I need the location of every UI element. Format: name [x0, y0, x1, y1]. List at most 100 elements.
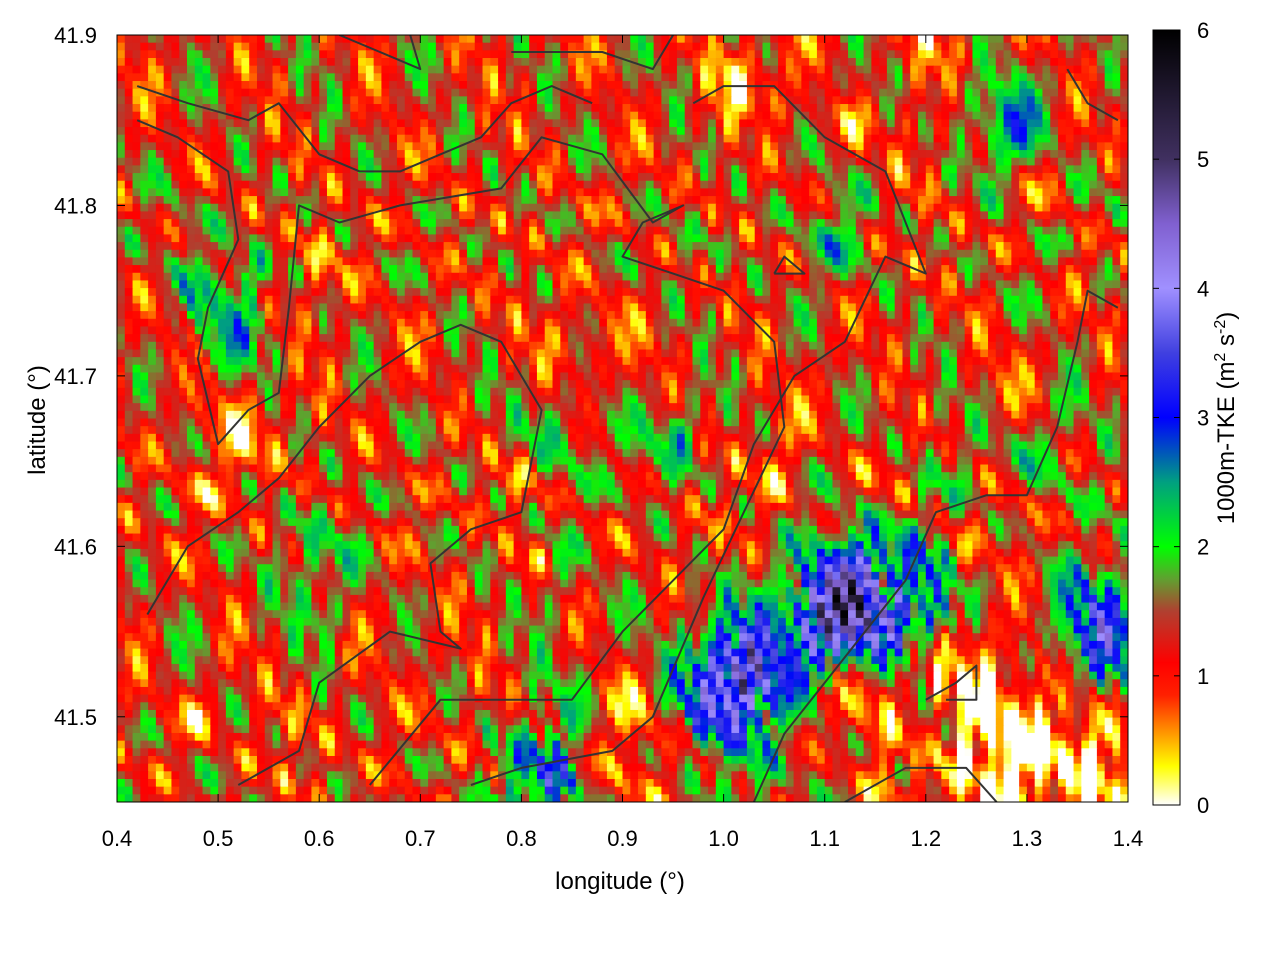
heatmap-cell	[848, 73, 857, 82]
heatmap-cell	[739, 318, 748, 328]
heatmap-cell	[490, 265, 499, 274]
heatmap-cell	[225, 58, 235, 67]
heatmap-cell	[692, 303, 701, 312]
heatmap-cell	[560, 150, 569, 159]
heatmap-cell	[902, 150, 911, 159]
heatmap-cell	[816, 173, 826, 182]
heatmap-cell	[949, 219, 958, 228]
heatmap-cell	[311, 303, 320, 312]
heatmap-cell	[1050, 280, 1059, 289]
heatmap-cell	[365, 173, 375, 182]
heatmap-cell	[863, 58, 872, 67]
heatmap-cell	[404, 157, 414, 166]
heatmap-cell	[529, 196, 538, 205]
heatmap-cell	[365, 119, 375, 128]
heatmap-cell	[412, 127, 421, 136]
heatmap-cell	[396, 280, 406, 289]
heatmap-cell	[560, 119, 569, 128]
heatmap-cell	[879, 234, 888, 243]
heatmap-cell	[863, 35, 872, 44]
heatmap-cell	[731, 180, 740, 189]
heatmap-cell	[1011, 134, 1020, 143]
heatmap-cell	[179, 96, 188, 105]
heatmap-cell	[210, 35, 219, 44]
heatmap-cell	[256, 50, 266, 59]
heatmap-cell	[793, 65, 802, 74]
heatmap-cell	[303, 96, 313, 105]
heatmap-cell	[855, 219, 865, 228]
heatmap-cell	[412, 242, 421, 251]
heatmap-cell	[1050, 142, 1059, 151]
heatmap-cell	[256, 280, 266, 289]
heatmap-cell	[879, 196, 888, 205]
heatmap-cell	[1089, 280, 1098, 289]
heatmap-cell	[801, 188, 810, 197]
heatmap-cell	[1034, 127, 1044, 136]
heatmap-cell	[560, 203, 569, 213]
heatmap-cell	[676, 295, 686, 305]
heatmap-cell	[1026, 295, 1036, 305]
heatmap-cell	[155, 104, 165, 113]
heatmap-cell	[1065, 134, 1075, 143]
heatmap-cell	[1096, 157, 1106, 166]
heatmap-cell	[428, 119, 437, 128]
heatmap-cell	[910, 188, 919, 197]
heatmap-cell	[186, 88, 196, 97]
heatmap-cell	[568, 88, 577, 97]
heatmap-cell	[474, 88, 484, 97]
heatmap-cell	[1019, 234, 1028, 243]
heatmap-cell	[614, 111, 624, 120]
heatmap-cell	[412, 134, 421, 143]
heatmap-cell	[723, 104, 732, 113]
heatmap-cell	[902, 265, 911, 274]
heatmap-cell	[684, 311, 694, 320]
heatmap-cell	[995, 150, 1005, 159]
heatmap-cell	[669, 81, 678, 90]
heatmap-cell	[256, 173, 266, 182]
heatmap-cell	[964, 88, 974, 97]
heatmap-cell	[435, 58, 445, 67]
heatmap-cell	[412, 157, 421, 166]
heatmap-cell	[886, 42, 896, 51]
heatmap-cell	[715, 119, 725, 128]
heatmap-cell	[435, 303, 445, 312]
heatmap-cell	[575, 295, 585, 305]
heatmap-cell	[1104, 65, 1114, 74]
heatmap-cell	[785, 157, 795, 166]
heatmap-cell	[124, 180, 134, 189]
heatmap-cell	[1120, 119, 1128, 128]
heatmap-cell	[280, 242, 289, 251]
heatmap-cell	[824, 311, 834, 320]
heatmap-cell	[466, 104, 476, 113]
heatmap-cell	[505, 142, 515, 151]
heatmap-cell	[809, 173, 818, 182]
heatmap-cell	[1065, 242, 1075, 251]
heatmap-cell	[941, 35, 950, 44]
heatmap-cell	[288, 88, 297, 97]
heatmap-cell	[295, 234, 305, 243]
heatmap-cell	[148, 111, 157, 120]
heatmap-cell	[148, 249, 157, 259]
heatmap-cell	[272, 165, 281, 174]
heatmap-cell	[264, 211, 274, 220]
heatmap-cell	[918, 288, 927, 297]
heatmap-cell	[949, 104, 958, 113]
heatmap-cell	[676, 127, 686, 136]
heatmap-cell	[202, 88, 211, 97]
heatmap-cell	[645, 165, 655, 174]
heatmap-cell	[443, 104, 453, 113]
heatmap-cell	[980, 119, 989, 128]
heatmap-cell	[591, 134, 600, 143]
heatmap-cell	[521, 35, 530, 44]
heatmap-cell	[202, 173, 211, 182]
heatmap-cell	[482, 157, 491, 166]
heatmap-cell	[272, 226, 281, 236]
heatmap-cell	[334, 88, 344, 97]
heatmap-cell	[529, 295, 538, 305]
heatmap-cell	[1003, 234, 1012, 243]
heatmap-cell	[583, 311, 592, 320]
heatmap-cell	[1034, 173, 1044, 182]
heatmap-cell	[560, 280, 569, 289]
heatmap-cell	[521, 196, 530, 205]
heatmap-cell	[988, 58, 997, 67]
